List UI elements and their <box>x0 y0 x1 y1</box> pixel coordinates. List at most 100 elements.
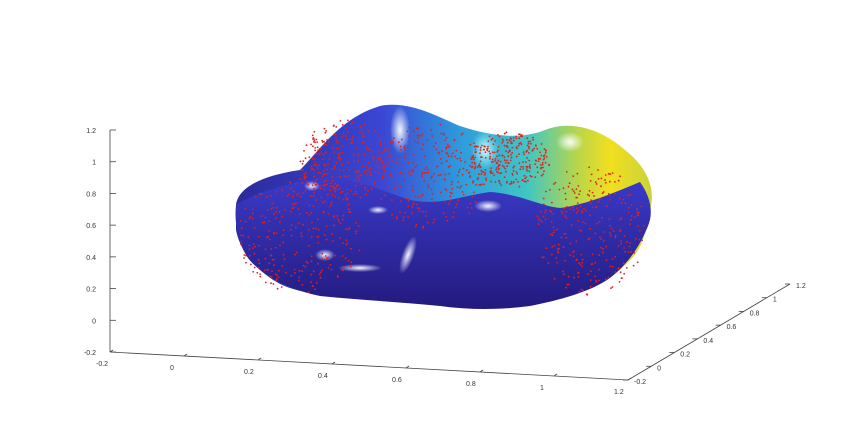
x-tick-label: 1 <box>540 385 544 392</box>
marker-point <box>242 234 245 237</box>
marker-point <box>594 232 597 235</box>
marker-point <box>509 182 512 185</box>
marker-point <box>341 136 344 138</box>
marker-point <box>311 167 314 170</box>
marker-point <box>323 140 325 143</box>
marker-point <box>376 160 379 163</box>
marker-point <box>508 150 511 153</box>
marker-point <box>381 152 384 154</box>
marker-point <box>252 243 255 245</box>
marker-point <box>282 234 285 237</box>
marker-point <box>399 145 402 148</box>
marker-point <box>412 162 415 164</box>
marker-point <box>270 282 272 285</box>
marker-point <box>382 161 384 164</box>
marker-point <box>451 192 453 195</box>
marker-point <box>423 172 426 175</box>
marker-point <box>474 145 477 148</box>
marker-point <box>422 225 424 228</box>
marker-point <box>333 215 336 217</box>
marker-point <box>416 141 419 144</box>
marker-point <box>248 248 251 251</box>
marker-point <box>416 164 418 167</box>
marker-point <box>357 224 360 227</box>
marker-point <box>474 163 476 165</box>
marker-point <box>240 243 242 246</box>
marker-point <box>483 145 486 148</box>
marker-point <box>317 218 319 221</box>
marker-point <box>414 140 417 143</box>
marker-point <box>445 216 447 218</box>
marker-point <box>487 140 490 143</box>
marker-point <box>490 138 493 141</box>
marker-point <box>466 206 469 209</box>
marker-point <box>319 271 322 274</box>
marker-point <box>590 199 592 202</box>
marker-point <box>355 192 358 195</box>
marker-point <box>269 275 271 278</box>
marker-points <box>239 119 645 296</box>
marker-point <box>391 199 393 202</box>
marker-point <box>498 154 501 157</box>
marker-point <box>325 179 328 182</box>
marker-point <box>307 262 309 264</box>
marker-point <box>446 143 449 146</box>
marker-point <box>589 180 592 182</box>
marker-point <box>494 181 497 183</box>
marker-point <box>433 200 436 203</box>
marker-point <box>324 144 326 146</box>
marker-point <box>330 201 333 204</box>
marker-point <box>334 187 337 189</box>
marker-point <box>339 159 341 161</box>
marker-point <box>513 165 516 168</box>
marker-point <box>438 152 440 155</box>
marker-point <box>272 283 275 285</box>
marker-point <box>587 238 590 241</box>
marker-point <box>601 192 604 195</box>
marker-point <box>314 183 317 186</box>
marker-point <box>396 186 398 188</box>
marker-point <box>439 123 442 126</box>
marker-point <box>403 156 406 159</box>
marker-point <box>553 277 556 280</box>
marker-point <box>562 273 565 275</box>
marker-point <box>478 173 480 176</box>
marker-point <box>384 156 387 159</box>
marker-point <box>421 175 423 178</box>
marker-point <box>544 151 547 154</box>
marker-point <box>500 184 503 187</box>
marker-point <box>258 262 261 265</box>
marker-point <box>411 170 414 173</box>
marker-point <box>489 157 491 160</box>
marker-point <box>313 130 316 133</box>
marker-point <box>338 169 341 171</box>
marker-point <box>269 194 272 197</box>
marker-point <box>303 150 305 152</box>
marker-point <box>454 155 456 158</box>
marker-point <box>497 165 500 168</box>
marker-point <box>324 200 326 203</box>
marker-point <box>565 210 568 213</box>
marker-point <box>611 266 614 268</box>
marker-point <box>569 242 572 245</box>
marker-point <box>342 269 345 272</box>
marker-point <box>437 174 440 177</box>
marker-point <box>597 169 599 171</box>
marker-point <box>492 143 495 146</box>
marker-point <box>498 135 501 138</box>
marker-point <box>286 195 289 198</box>
marker-point <box>545 209 547 212</box>
marker-point <box>325 168 328 171</box>
marker-point <box>553 244 556 247</box>
marker-point <box>351 139 354 142</box>
marker-point <box>268 262 271 265</box>
marker-point <box>473 142 475 145</box>
marker-point <box>329 189 332 192</box>
marker-point <box>620 217 623 220</box>
marker-point <box>325 130 327 132</box>
marker-point <box>493 174 496 177</box>
marker-point <box>264 248 267 251</box>
marker-point <box>525 150 528 153</box>
marker-point <box>313 187 315 190</box>
marker-point <box>304 189 307 192</box>
